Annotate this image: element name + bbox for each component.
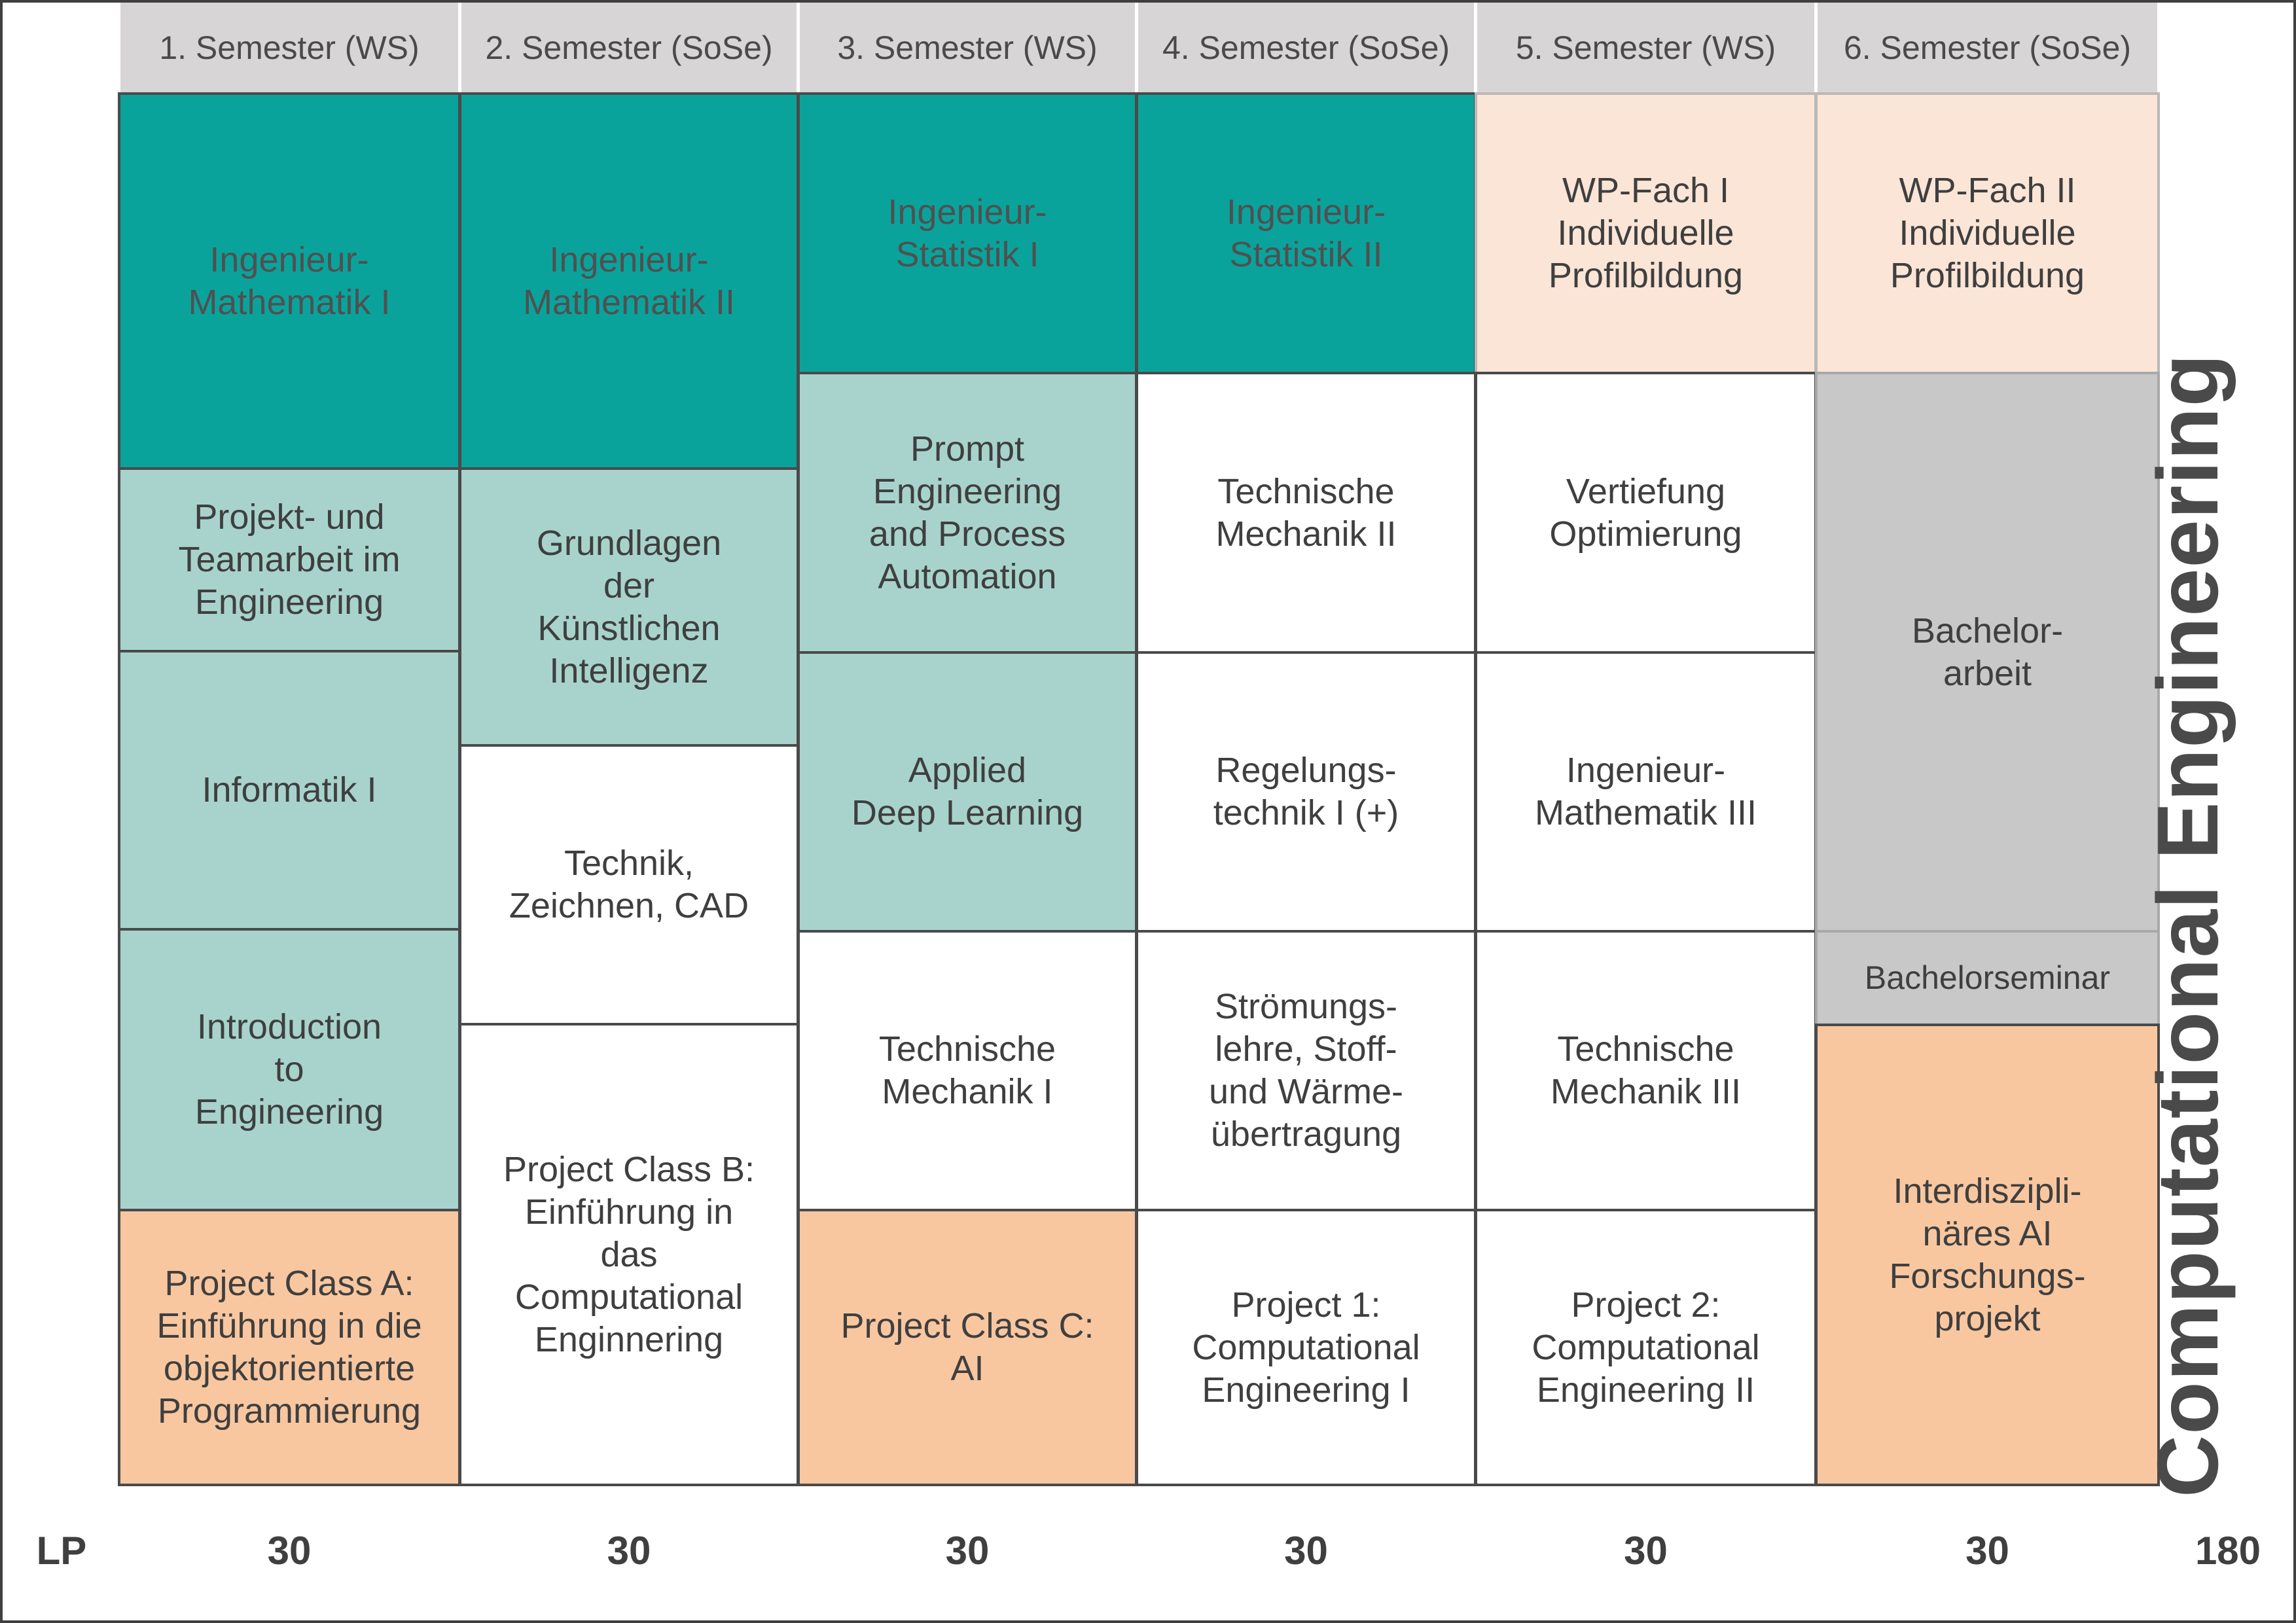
module-informatik-1: Informatik I: [118, 650, 461, 931]
module-wp-fach-2: WP-Fach II Individuelle Profilbildung: [1815, 92, 2160, 374]
module-project-class-a: Project Class A: Einführung in die objek…: [118, 1209, 461, 1486]
credits-semester-2: 30: [607, 1528, 651, 1573]
module-vertiefung-optimierung: Vertiefung Optimierung: [1475, 372, 1817, 654]
module-ingenieur-statistik-1: Ingenieur- Statistik I: [797, 92, 1138, 374]
semester-header-2: 2. Semester (SoSe): [459, 3, 799, 92]
module-project-1: Project 1: Computational Engineering I: [1136, 1209, 1477, 1486]
module-project-2: Project 2: Computational Engineering II: [1475, 1209, 1817, 1486]
module-wp-fach-1: WP-Fach I Individuelle Profilbildung: [1475, 92, 1817, 374]
credits-semester-5: 30: [1624, 1528, 1668, 1573]
module-regelungstechnik-1: Regelungs- technik I (+): [1136, 651, 1477, 933]
semester-header-1: 1. Semester (WS): [118, 3, 461, 92]
module-projekt-und-teamarbeit: Projekt- und Teamarbeit im Engineering: [118, 467, 461, 652]
credits-semester-3: 30: [945, 1528, 990, 1573]
module-technik-zeichnen-cad: Technik, Zeichnen, CAD: [459, 744, 799, 1026]
module-applied-deep-learning: Applied Deep Learning: [797, 651, 1138, 933]
module-ingenieur-mathematik-2: Ingenieur- Mathematik II: [459, 92, 799, 470]
semester-header-5: 5. Semester (WS): [1475, 3, 1817, 92]
module-ingenieur-statistik-2: Ingenieur- Statistik II: [1136, 92, 1477, 374]
credits-semester-4: 30: [1284, 1528, 1328, 1573]
module-interdisziplinaeres-ai-projekt: Interdiszipli- näres AI Forschungs- proj…: [1815, 1024, 2160, 1486]
program-title: Computational Engineering: [2139, 353, 2236, 1498]
module-bachelorarbeit: Bachelor- arbeit: [1815, 372, 2160, 933]
credits-total: 180: [2195, 1528, 2261, 1573]
module-ingenieur-mathematik-3: Ingenieur- Mathematik III: [1475, 651, 1817, 933]
module-project-class-c: Project Class C: AI: [797, 1209, 1138, 1486]
module-grundlagen-ki: Grundlagen der Künstlichen Intelligenz: [459, 467, 799, 747]
credits-semester-6: 30: [1965, 1528, 2009, 1573]
module-ingenieur-mathematik-1: Ingenieur- Mathematik I: [118, 92, 461, 470]
module-project-class-b: Project Class B: Einführung in das Compu…: [459, 1023, 799, 1486]
module-introduction-to-engineering: Introduction to Engineering: [118, 928, 461, 1211]
module-technische-mechanik-1: Technische Mechanik I: [797, 930, 1138, 1211]
module-bachelorseminar: Bachelorseminar: [1815, 930, 2160, 1026]
semester-header-6: 6. Semester (SoSe): [1815, 3, 2160, 92]
module-technische-mechanik-3: Technische Mechanik III: [1475, 930, 1817, 1211]
semester-header-4: 4. Semester (SoSe): [1136, 3, 1477, 92]
credits-label: LP: [36, 1528, 87, 1573]
module-technische-mechanik-2: Technische Mechanik II: [1136, 372, 1477, 654]
module-prompt-engineering: Prompt Engineering and Process Automatio…: [797, 372, 1138, 654]
credits-semester-1: 30: [267, 1528, 312, 1573]
module-stroemungslehre: Strömungs- lehre, Stoff- und Wärme- über…: [1136, 930, 1477, 1211]
semester-header-3: 3. Semester (WS): [797, 3, 1138, 92]
